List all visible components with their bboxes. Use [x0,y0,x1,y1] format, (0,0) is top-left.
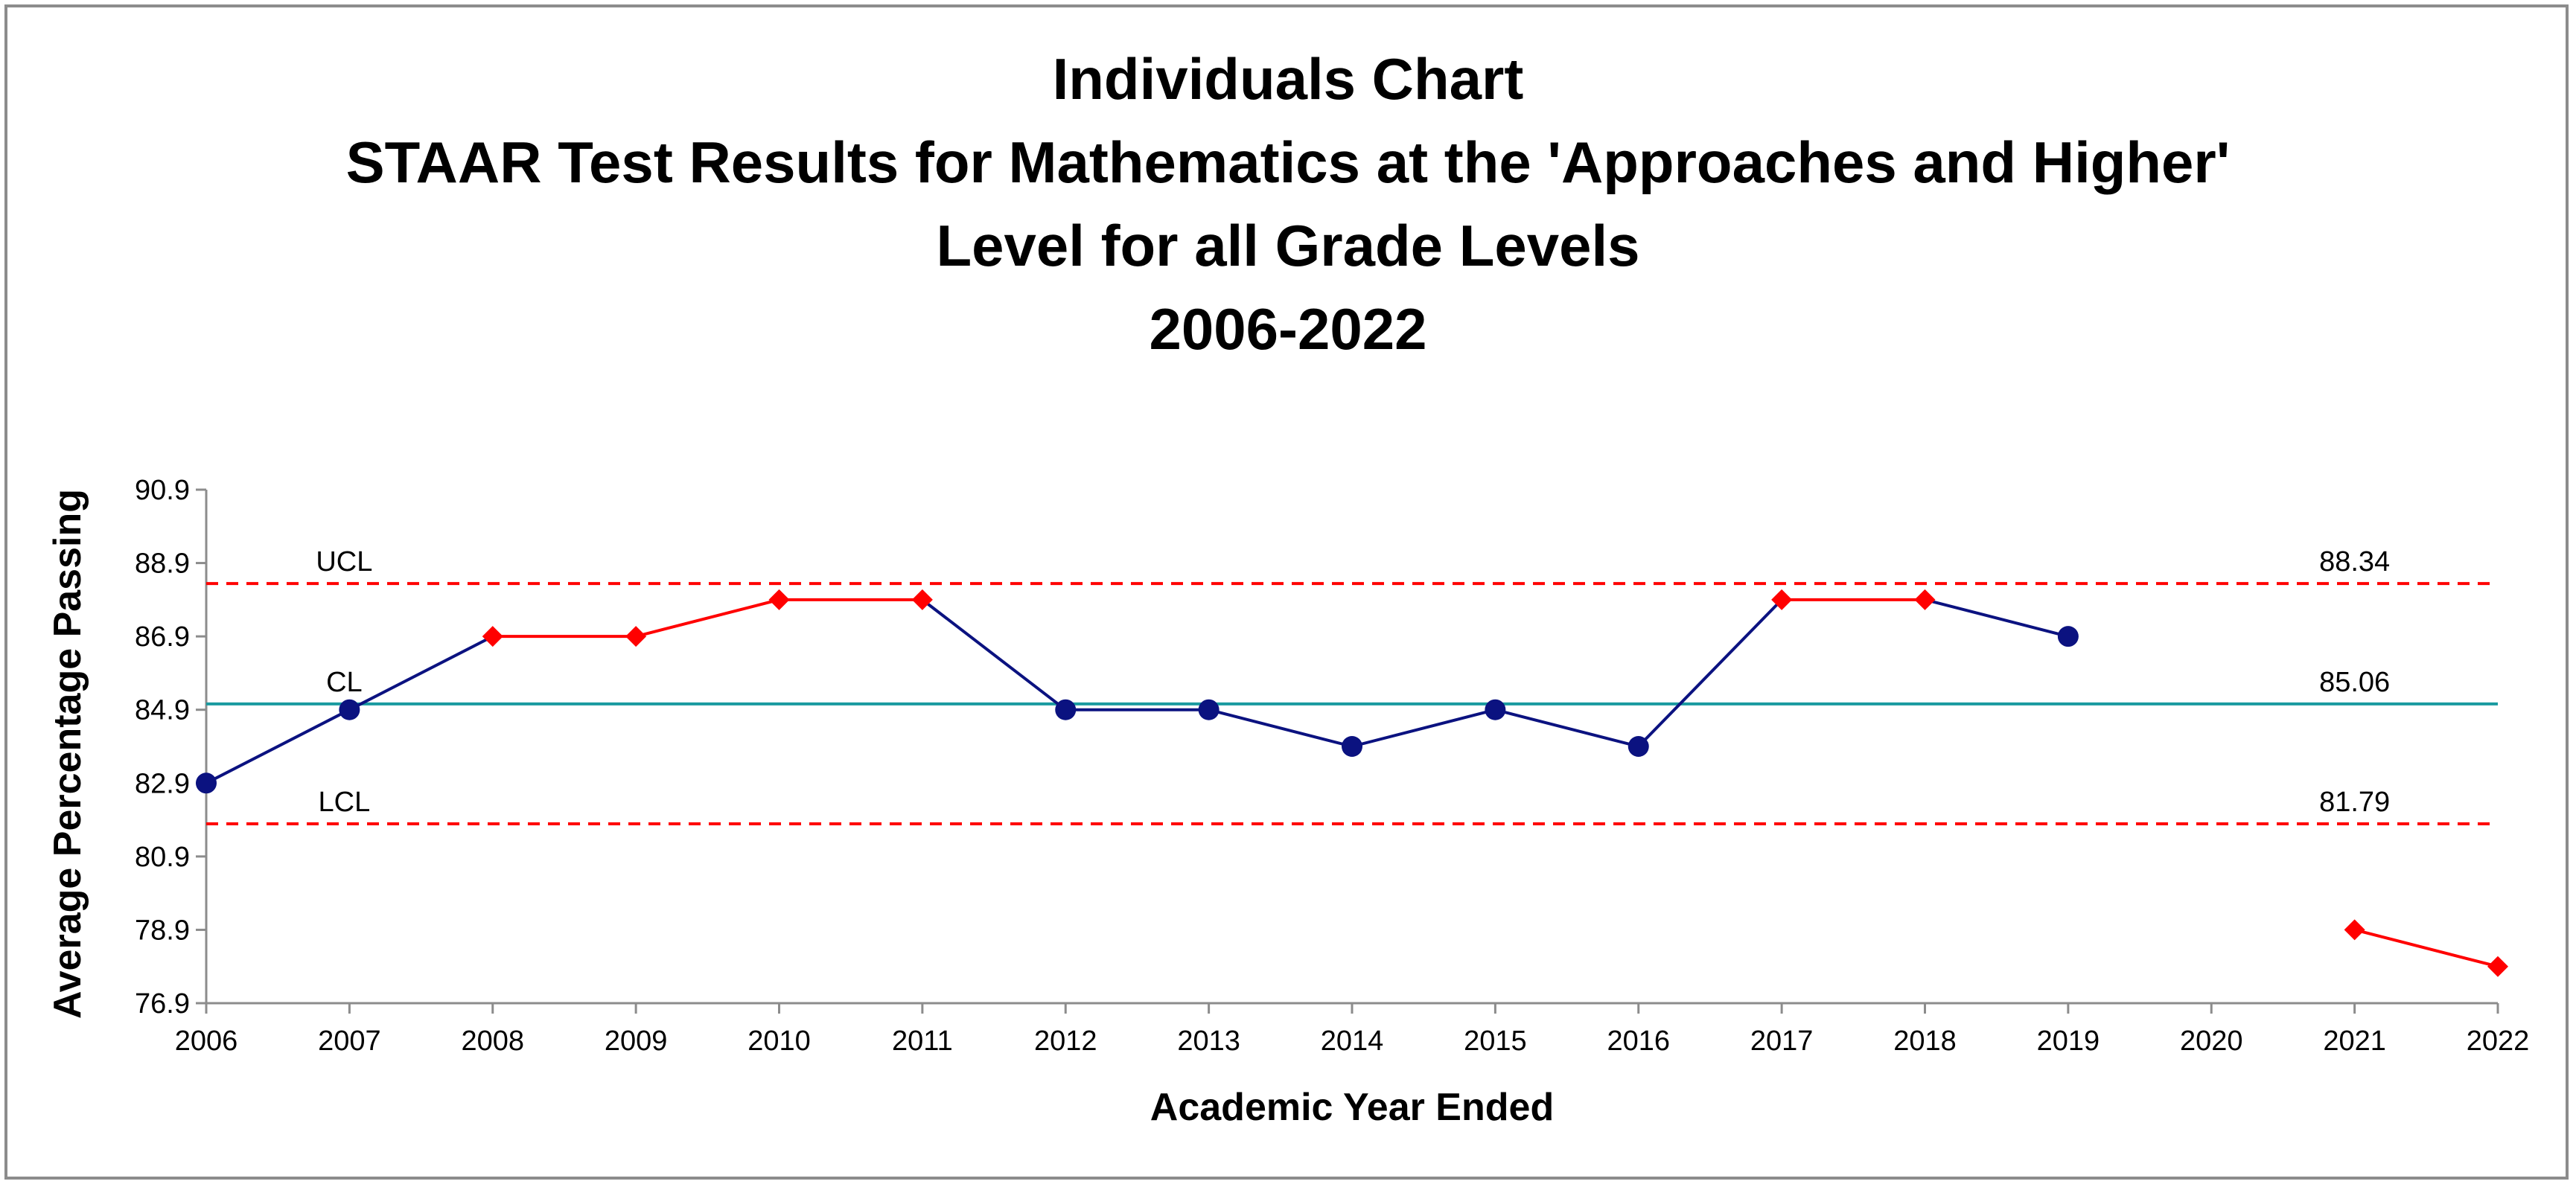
signal-point-marker [2487,956,2508,977]
series-segment [1925,598,2069,639]
x-tick-label: 2020 [2180,1026,2243,1057]
y-tick-label: 86.9 [135,621,190,653]
series-segment [635,598,780,639]
ucl-value-label: 88.34 [2319,546,2390,577]
series-segment [2354,928,2499,968]
x-tick-label: 2009 [605,1026,668,1057]
y-tick-label: 76.9 [135,988,190,1020]
signal-point-marker [482,626,503,647]
chart-title: Individuals Chart STAAR Test Results for… [0,37,2576,371]
signal-point-marker [2344,919,2365,941]
series-segment [1637,598,1783,748]
signal-point-marker [625,626,647,647]
signal-point-marker [768,589,790,610]
x-tick-label: 2008 [461,1026,524,1057]
series-segment [348,635,494,711]
x-tick-label: 2015 [1464,1026,1527,1057]
cl-value-label: 85.06 [2319,667,2390,698]
data-point-marker [196,772,217,794]
x-axis-title: Academic Year Ended [1150,1086,1554,1129]
data-point-marker [1485,699,1506,720]
data-point-marker [1055,699,1077,720]
y-tick-label: 90.9 [135,475,190,506]
y-tick-label: 84.9 [135,695,190,726]
x-tick-label: 2021 [2323,1026,2386,1057]
x-tick-label: 2017 [1750,1026,1814,1057]
x-tick-label: 2013 [1177,1026,1240,1057]
chart-title-line-3: Level for all Grade Levels [936,213,1640,278]
x-tick-label: 2022 [2467,1026,2530,1057]
chart-title-line-4: 2006-2022 [1149,296,1427,362]
lcl-value-label: 81.79 [2319,787,2390,818]
series-segment [921,598,1067,711]
x-tick-label: 2014 [1321,1026,1384,1057]
y-tick-label: 80.9 [135,842,190,873]
data-series [196,589,2508,977]
series-segment [1351,708,1496,748]
data-point-marker [2057,626,2079,647]
signal-point-marker [1771,589,1793,610]
x-tick-label: 2007 [318,1026,381,1057]
chart-frame [4,4,2569,1180]
x-tick-label: 2016 [1607,1026,1670,1057]
data-point-marker [1627,736,1649,757]
y-tick-label: 88.9 [135,548,190,580]
cl-label: CL [326,667,363,698]
data-point-marker [339,699,360,720]
axes: 90.9 88.9 86.9 84.9 82.9 80.9 78.9 76.9 2006 2007… [135,475,2529,1057]
x-tick-label: 2012 [1034,1026,1097,1057]
data-point-marker [1198,699,1220,720]
data-point-marker [1342,736,1362,757]
y-axis-title: Average Percentage Passing [46,489,89,1019]
x-tick-label: 2019 [2037,1026,2100,1057]
x-tick-label: 2010 [747,1026,811,1057]
lcl-label: LCL [319,787,371,818]
x-tick-label: 2006 [175,1026,238,1057]
signal-point-marker [911,589,933,610]
ucl-label: UCL [316,546,372,577]
chart-title-line-2: STAAR Test Results for Mathematics at th… [345,129,2231,195]
series-segment [205,708,351,785]
x-tick-label: 2018 [1893,1026,1957,1057]
series-segment [1494,708,1639,748]
series-segment [1208,708,1353,748]
control-limits: UCL 88.34 CL 85.06 LCL 81.79 [206,546,2498,825]
signal-point-marker [1914,589,1936,610]
y-tick-label: 78.9 [135,915,190,946]
chart-title-line-1: Individuals Chart [1052,46,1524,112]
y-tick-label: 82.9 [135,768,190,799]
x-tick-label: 2011 [892,1026,953,1057]
